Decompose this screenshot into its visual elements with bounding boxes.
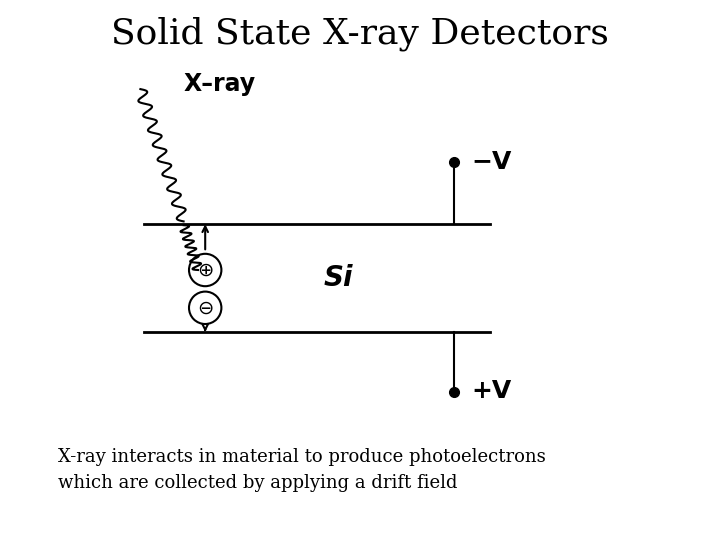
Text: Solid State X-ray Detectors: Solid State X-ray Detectors (111, 16, 609, 51)
Text: ⊖: ⊖ (197, 298, 213, 318)
Text: ⊕: ⊕ (197, 260, 213, 280)
Text: X-ray interacts in material to produce photoelectrons
which are collected by app: X-ray interacts in material to produce p… (58, 448, 545, 492)
Text: X–ray: X–ray (184, 72, 256, 96)
Text: Si: Si (324, 264, 353, 292)
Text: −V: −V (472, 150, 512, 174)
Text: +V: +V (472, 380, 512, 403)
